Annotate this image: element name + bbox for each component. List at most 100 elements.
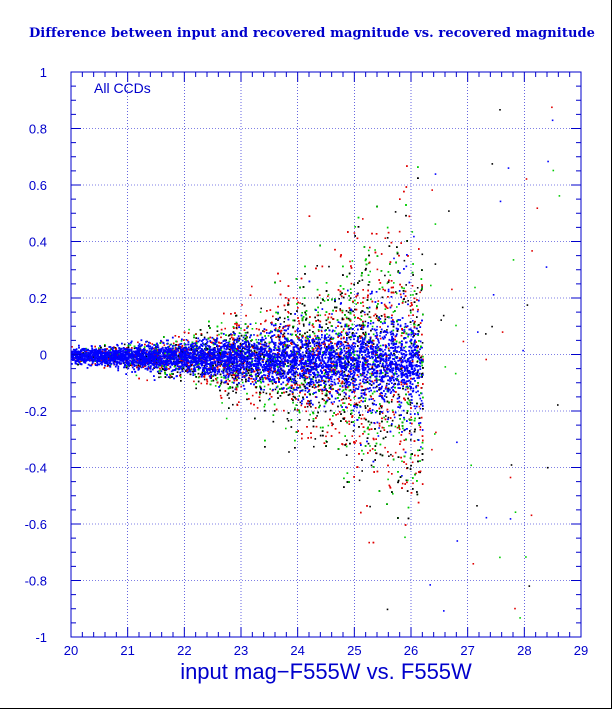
data-point xyxy=(322,379,325,382)
data-point xyxy=(250,373,252,376)
data-point xyxy=(409,403,412,406)
data-point xyxy=(265,392,268,395)
data-point xyxy=(285,427,287,430)
data-point xyxy=(256,368,259,370)
data-point xyxy=(338,298,340,300)
data-point xyxy=(262,347,265,350)
data-point xyxy=(361,414,364,416)
data-point xyxy=(421,286,423,288)
data-point xyxy=(259,311,262,313)
data-point xyxy=(199,362,202,365)
data-point xyxy=(299,302,301,304)
data-point xyxy=(185,339,188,341)
data-point xyxy=(310,374,312,376)
data-point xyxy=(328,384,331,387)
data-point xyxy=(386,608,389,611)
data-point xyxy=(172,347,175,350)
data-point xyxy=(399,366,402,368)
data-point xyxy=(151,343,154,345)
data-point xyxy=(364,320,367,323)
data-point xyxy=(287,420,290,422)
data-point xyxy=(334,342,336,345)
data-point xyxy=(347,311,350,314)
data-point xyxy=(332,363,335,366)
data-point xyxy=(353,396,355,399)
data-point xyxy=(407,300,409,302)
data-point xyxy=(251,358,253,360)
data-point xyxy=(395,291,397,293)
data-point xyxy=(331,313,333,315)
data-point xyxy=(407,335,409,338)
data-point xyxy=(318,379,320,381)
data-point xyxy=(352,409,355,412)
data-point xyxy=(325,435,327,438)
data-point xyxy=(361,470,363,472)
data-point xyxy=(405,326,408,328)
data-point xyxy=(408,314,410,317)
data-point xyxy=(419,428,422,431)
data-point xyxy=(391,455,394,457)
data-point xyxy=(383,367,385,369)
data-point xyxy=(308,419,310,421)
data-point xyxy=(180,340,183,342)
data-point xyxy=(306,331,309,333)
data-point xyxy=(275,336,277,338)
data-point xyxy=(321,336,323,339)
data-point xyxy=(354,368,357,370)
data-point xyxy=(334,350,336,353)
data-point xyxy=(300,404,303,407)
data-point xyxy=(376,432,379,434)
data-point xyxy=(301,312,303,314)
data-point xyxy=(358,479,361,482)
data-point xyxy=(240,327,242,330)
data-point xyxy=(305,341,307,343)
data-point xyxy=(164,359,167,362)
data-point xyxy=(334,330,336,332)
data-point xyxy=(313,345,316,347)
data-point xyxy=(146,340,148,343)
data-point xyxy=(327,424,330,427)
data-point xyxy=(262,391,265,394)
data-point xyxy=(337,413,339,415)
data-point xyxy=(231,376,234,379)
data-point xyxy=(392,493,394,495)
data-point xyxy=(242,336,245,339)
data-point xyxy=(332,388,334,390)
data-point xyxy=(380,406,383,409)
data-point xyxy=(317,389,320,391)
data-point xyxy=(385,371,388,373)
data-point xyxy=(384,237,387,239)
data-point xyxy=(242,375,245,378)
data-point xyxy=(330,409,332,412)
data-point xyxy=(163,369,166,371)
data-point xyxy=(363,311,366,314)
data-point xyxy=(306,391,309,393)
data-point xyxy=(327,318,329,320)
data-point xyxy=(352,384,355,387)
data-point xyxy=(393,282,395,284)
data-point xyxy=(415,472,417,475)
data-point xyxy=(274,388,277,391)
data-point xyxy=(370,464,373,467)
data-point xyxy=(333,378,336,381)
data-point xyxy=(369,445,371,447)
data-point xyxy=(256,407,259,409)
data-point xyxy=(400,286,403,288)
data-point xyxy=(343,328,345,330)
data-point xyxy=(373,438,375,441)
data-point xyxy=(392,435,395,437)
data-point xyxy=(386,282,389,285)
data-point xyxy=(310,406,312,408)
data-point xyxy=(387,288,390,291)
data-point xyxy=(390,401,393,403)
data-point xyxy=(420,374,423,377)
data-points xyxy=(71,106,561,619)
data-point xyxy=(421,253,424,256)
data-point xyxy=(226,394,229,396)
data-point xyxy=(263,405,266,408)
data-point xyxy=(369,293,372,295)
data-point xyxy=(419,407,422,410)
data-point xyxy=(384,274,386,277)
data-point xyxy=(420,446,422,448)
data-point xyxy=(388,353,391,356)
